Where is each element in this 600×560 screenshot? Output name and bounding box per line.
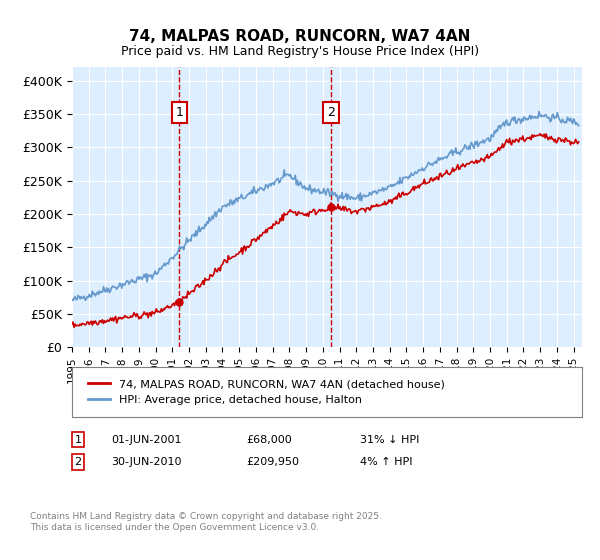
Legend: 74, MALPAS ROAD, RUNCORN, WA7 4AN (detached house), HPI: Average price, detached: 74, MALPAS ROAD, RUNCORN, WA7 4AN (detac… bbox=[83, 374, 451, 410]
Text: £68,000: £68,000 bbox=[246, 435, 292, 445]
Text: Price paid vs. HM Land Registry's House Price Index (HPI): Price paid vs. HM Land Registry's House … bbox=[121, 45, 479, 58]
Text: £209,950: £209,950 bbox=[246, 457, 299, 467]
Text: 01-JUN-2001: 01-JUN-2001 bbox=[111, 435, 182, 445]
Text: 2: 2 bbox=[327, 106, 335, 119]
Text: 1: 1 bbox=[74, 435, 82, 445]
Text: 74, MALPAS ROAD, RUNCORN, WA7 4AN: 74, MALPAS ROAD, RUNCORN, WA7 4AN bbox=[130, 29, 470, 44]
Text: 30-JUN-2010: 30-JUN-2010 bbox=[111, 457, 182, 467]
Text: 31% ↓ HPI: 31% ↓ HPI bbox=[360, 435, 419, 445]
Text: Contains HM Land Registry data © Crown copyright and database right 2025.
This d: Contains HM Land Registry data © Crown c… bbox=[30, 512, 382, 532]
Text: 4% ↑ HPI: 4% ↑ HPI bbox=[360, 457, 413, 467]
Text: 2: 2 bbox=[74, 457, 82, 467]
Text: 1: 1 bbox=[175, 106, 183, 119]
